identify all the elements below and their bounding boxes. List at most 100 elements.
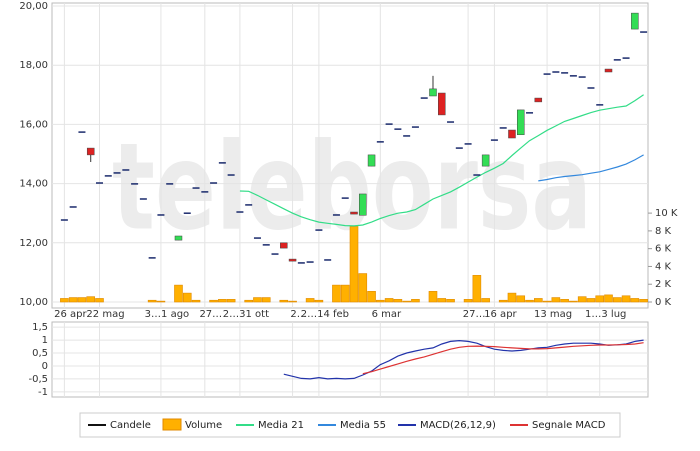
candle-body [438, 92, 446, 116]
y-tick-label: 14,00 [19, 179, 48, 190]
y2-tick-label: 4 K [655, 261, 672, 272]
legend-label: Candele [110, 420, 151, 431]
volume-bar [542, 300, 552, 303]
y2-tick-label: 6 K [655, 244, 672, 255]
candle-body [631, 12, 639, 30]
volume-bar [446, 299, 455, 303]
candle-body [481, 154, 490, 167]
volume-bar [332, 284, 341, 303]
y-tick-label: 1 [42, 335, 48, 346]
x-tick-label: 2…14 feb [301, 309, 349, 320]
volume-bar [463, 299, 473, 303]
x-tick-label: 22 mag [86, 309, 124, 320]
volume-bar [428, 291, 438, 303]
volume-bar [639, 299, 648, 303]
volume-bar [244, 299, 253, 303]
y-tick-label: 1,5 [32, 322, 48, 333]
volume-bar [182, 292, 192, 303]
volume-bar [305, 298, 315, 303]
y-tick-label: 16,00 [19, 119, 48, 130]
volume-bar [402, 300, 411, 303]
line-series [362, 342, 644, 375]
volume-bar [604, 294, 613, 303]
y-tick-label: 0,5 [32, 348, 48, 359]
volume-bar [612, 297, 622, 303]
candle-body [86, 147, 95, 156]
volume-bar [226, 299, 236, 303]
volume-bar [68, 297, 78, 303]
y-tick-label: -0,5 [28, 374, 48, 385]
candle-body [350, 211, 358, 215]
x-tick-label: 2… [290, 309, 306, 320]
volume-bar [551, 297, 561, 303]
candle-body [367, 154, 376, 167]
volume-bar [147, 299, 157, 303]
volume-bar [437, 298, 447, 303]
volume-bar [393, 299, 403, 303]
volume-bar [472, 275, 482, 303]
volume-bar [525, 299, 534, 303]
volume-bar [340, 284, 350, 303]
candle-body [359, 193, 367, 216]
legend-swatch [162, 418, 182, 431]
volume-bar [586, 298, 596, 303]
volume-bar [95, 298, 104, 303]
volume-bar [288, 300, 297, 303]
y-tick-label: 18,00 [19, 60, 48, 71]
x-tick-label: 13 mag [534, 309, 572, 320]
volume-bar [77, 297, 87, 303]
x-tick-label: 16 apr [484, 309, 517, 320]
legend-label: MACD(26,12,9) [420, 420, 496, 431]
y-tick-label: 10,00 [19, 297, 48, 308]
candle-body [174, 235, 183, 241]
volume-bar [376, 299, 385, 303]
volume-bar [174, 284, 183, 303]
x-tick-label: 26 apr [54, 309, 87, 320]
y-tick-label: -1 [38, 387, 48, 398]
candle-body [534, 97, 543, 103]
volume-bar [86, 296, 96, 303]
y2-tick-label: 8 K [655, 226, 672, 237]
candle-body [508, 129, 516, 139]
legend-label: Media 55 [340, 420, 386, 431]
candle-body [288, 258, 297, 262]
y-tick-label: 20,00 [19, 1, 48, 12]
volume-bar [560, 299, 569, 303]
volume-bar [481, 298, 490, 303]
y2-tick-label: 0 K [655, 297, 672, 308]
volume-bar [630, 298, 640, 303]
legend-label: Media 21 [258, 420, 304, 431]
volume-bar [507, 292, 517, 303]
y-tick-label: 12,00 [19, 238, 48, 249]
line-series [538, 154, 644, 182]
volume-bar [577, 296, 587, 303]
volume-bar [253, 297, 262, 303]
x-tick-label: 6 mar [372, 309, 402, 320]
candle-body [516, 109, 525, 136]
volume-bar [209, 299, 218, 303]
y2-tick-label: 2 K [655, 279, 672, 290]
candle-body [280, 242, 288, 249]
volume-bar [411, 299, 420, 303]
volume-bar [261, 297, 271, 303]
y-tick-label: 0 [42, 361, 48, 372]
legend-label: Segnale MACD [532, 420, 606, 431]
volume-bar [621, 295, 631, 303]
x-tick-label: 27… [463, 309, 486, 320]
x-tick-label: 2…31 ott [223, 309, 269, 320]
x-tick-label: 27… [199, 309, 222, 320]
volume-bar [498, 299, 508, 303]
legend-label: Volume [185, 420, 222, 431]
macd-panel [51, 321, 649, 398]
volume-bar [156, 300, 166, 303]
volume-bar [358, 273, 368, 303]
y2-tick-label: 10 K [655, 208, 678, 219]
line-series [283, 339, 644, 380]
volume-bar [191, 299, 201, 303]
volume-bar [384, 298, 394, 303]
volume-bar [349, 226, 359, 303]
volume-bar [516, 295, 526, 303]
candle-body [604, 68, 613, 73]
volume-bar [533, 298, 543, 303]
